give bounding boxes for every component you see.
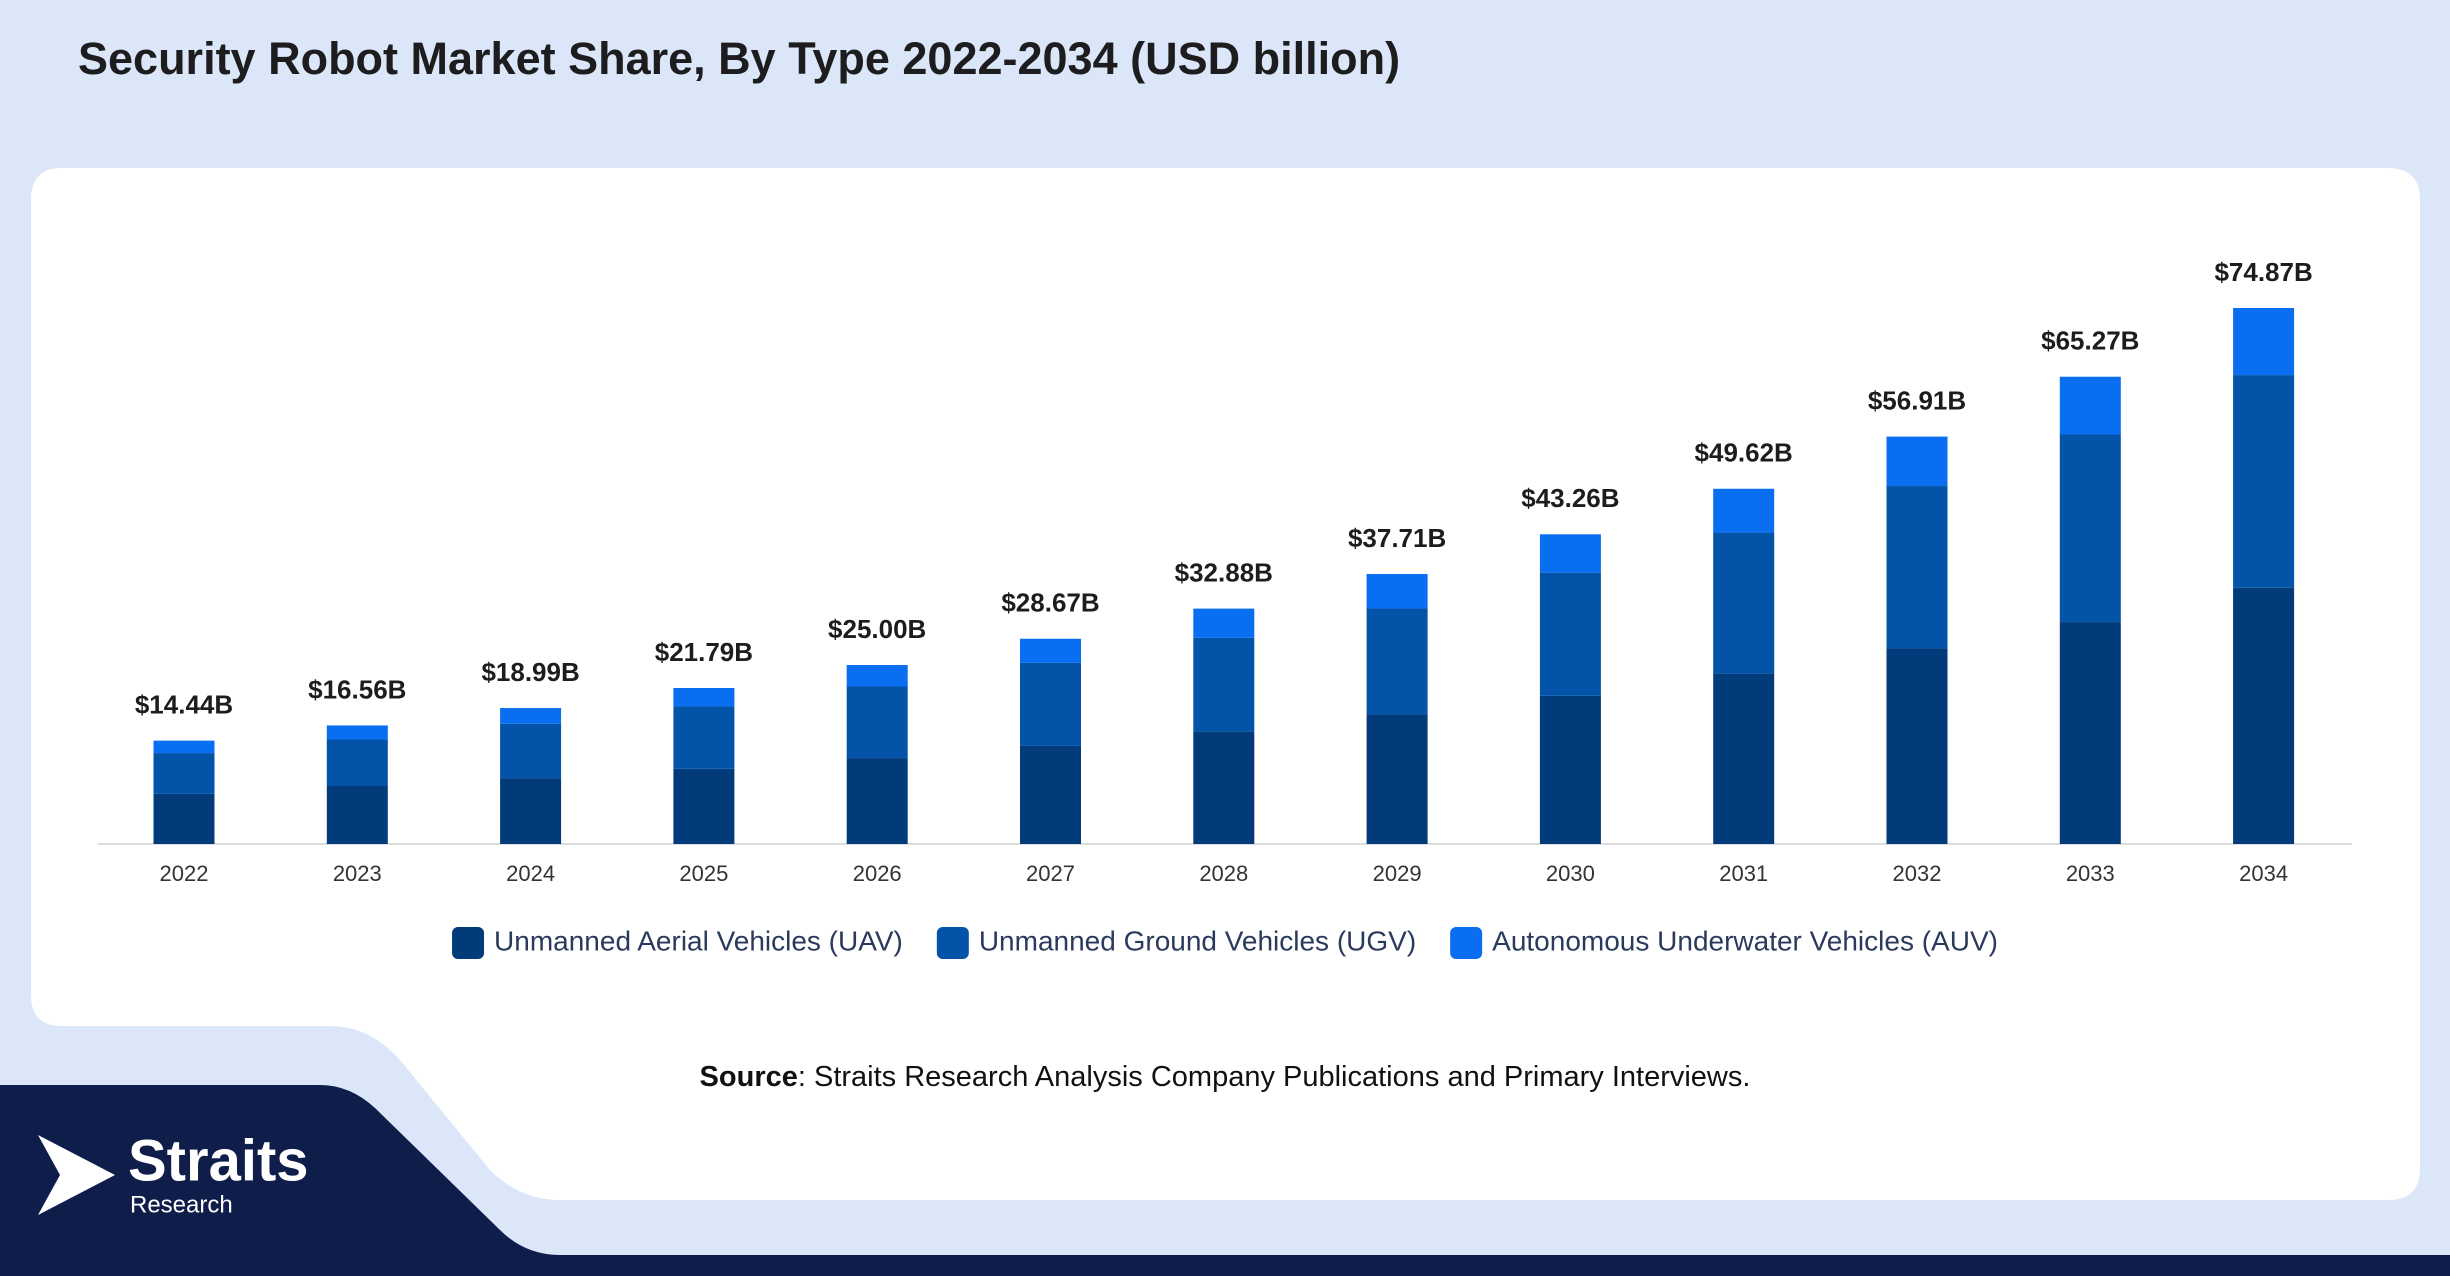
bar-segment [1886,648,1948,844]
bar-segment [1366,574,1428,609]
logo-icon [38,1135,115,1215]
bar-segment [1366,714,1428,844]
total-label: $65.27B [2041,326,2139,356]
total-label: $32.88B [1175,557,1273,587]
total-label: $14.44B [135,689,233,719]
legend-swatch [452,927,485,959]
total-label: $56.91B [1868,385,1966,415]
bar-segment [153,740,215,754]
x-tick-label: 2029 [1373,861,1422,886]
total-label: $49.62B [1695,438,1793,468]
bar-segment [1539,695,1601,844]
x-tick-label: 2025 [679,861,728,886]
total-label: $21.79B [655,637,753,667]
logo-band [0,1085,2450,1276]
logo-sub: Research [130,1191,233,1218]
x-tick-label: 2032 [1893,861,1942,886]
bar-segment [846,758,908,844]
bar-segment [1886,436,1948,487]
bar-segment [2233,587,2295,844]
chart-title: Security Robot Market Share, By Type 202… [78,33,1400,84]
legend-swatch [936,927,969,959]
source: Source: Straits Research Analysis Compan… [700,1061,1751,1093]
bar-segment [1886,486,1948,649]
source-label: Source [700,1061,798,1093]
bar-segment [153,793,215,844]
bar-segment [1713,673,1775,844]
total-label: $25.00B [828,614,926,644]
bar-segment [846,665,908,687]
bar-segment [2233,308,2295,376]
bar-segment [1193,637,1255,732]
bar-segment [2059,376,2121,435]
total-label: $28.67B [1001,588,1099,618]
bar-segment [673,768,735,844]
bar-segment [1193,608,1255,638]
bar-segment [1539,534,1601,573]
source-text: : Straits Research Analysis Company Publ… [798,1061,1751,1093]
x-tick-label: 2031 [1719,861,1768,886]
x-tick-label: 2030 [1546,861,1595,886]
bar-segment [500,723,562,779]
bar-segment [326,725,388,740]
legend-swatch [1450,927,1483,959]
bar-segment [1020,638,1081,663]
x-tick-label: 2028 [1199,861,1248,886]
bar-segment [1539,572,1601,696]
total-label: $18.99B [481,657,579,687]
legend-label: Autonomous Underwater Vehicles (AUV) [1492,925,1998,956]
bar-segment [2059,434,2121,623]
bar-segment [326,786,388,844]
x-tick-label: 2026 [853,861,902,886]
x-tick-label: 2034 [2239,861,2288,886]
x-tick-label: 2022 [160,861,209,886]
logo-name: Straits [128,1128,309,1193]
total-label: $37.71B [1348,523,1446,553]
x-tick-label: 2023 [333,861,382,886]
bar-segment [326,739,388,787]
bar-segment [2233,375,2295,588]
total-label: $74.87B [2214,257,2312,287]
total-label: $43.26B [1521,483,1619,513]
bar-segment [1366,608,1428,715]
bar-segment [153,753,215,794]
bar-segment [1193,731,1255,844]
bar-segment [500,778,562,844]
x-tick-label: 2027 [1026,861,1075,886]
x-tick-label: 2033 [2066,861,2115,886]
x-tick-label: 2024 [506,861,555,886]
legend-label: Unmanned Ground Vehicles (UGV) [979,925,1416,956]
legend-label: Unmanned Aerial Vehicles (UAV) [494,925,903,956]
bar-segment [2059,622,2121,844]
bar-segment [846,686,908,759]
bar-segment [1020,745,1081,844]
bar-segment [673,688,735,707]
total-label: $16.56B [308,674,406,704]
bar-segment [1713,532,1775,674]
bar-segment [1713,488,1775,533]
bar-segment [1020,662,1081,746]
bar-segment [673,706,735,769]
bar-segment [500,708,562,724]
